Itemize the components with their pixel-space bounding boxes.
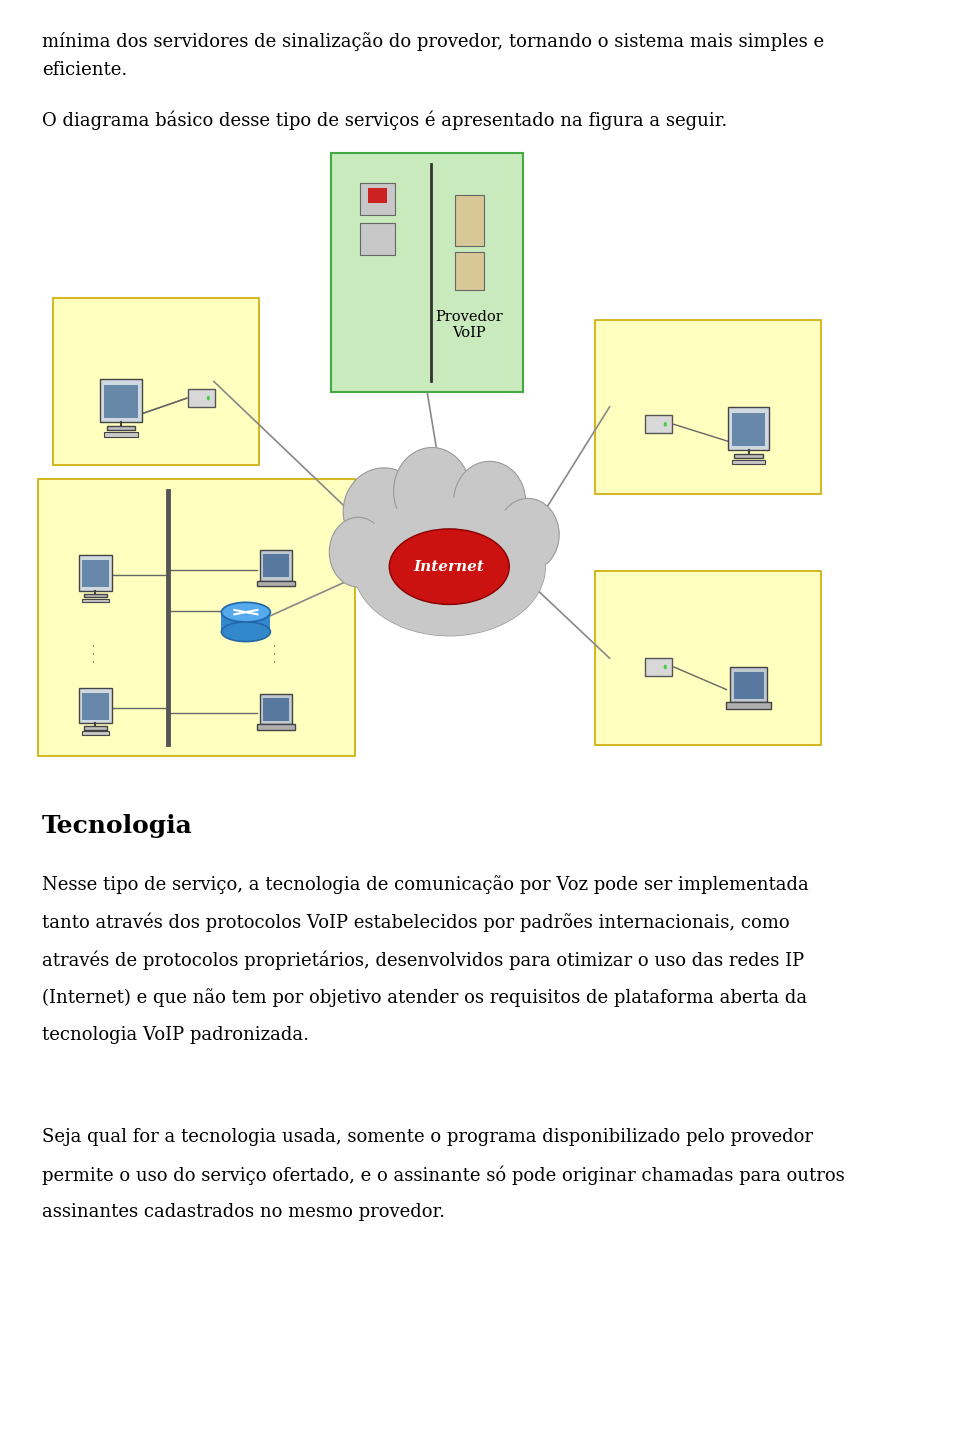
Ellipse shape <box>206 395 210 401</box>
FancyBboxPatch shape <box>84 726 108 729</box>
Ellipse shape <box>454 462 526 541</box>
Ellipse shape <box>390 529 509 604</box>
FancyBboxPatch shape <box>595 320 821 494</box>
FancyBboxPatch shape <box>728 407 769 450</box>
Text: Internet: Internet <box>414 559 485 574</box>
FancyBboxPatch shape <box>263 697 289 721</box>
Text: Tecnologia: Tecnologia <box>42 814 193 838</box>
Ellipse shape <box>222 622 271 642</box>
FancyBboxPatch shape <box>107 426 135 430</box>
FancyBboxPatch shape <box>733 671 763 699</box>
FancyBboxPatch shape <box>38 479 355 756</box>
FancyBboxPatch shape <box>79 689 112 724</box>
FancyBboxPatch shape <box>331 153 523 392</box>
FancyBboxPatch shape <box>53 298 259 465</box>
Ellipse shape <box>394 448 470 535</box>
Text: O diagrama básico desse tipo de serviços é apresentado na figura a seguir.: O diagrama básico desse tipo de serviços… <box>42 110 728 129</box>
Text: assinantes cadastrados no mesmo provedor.: assinantes cadastrados no mesmo provedor… <box>42 1203 445 1221</box>
FancyBboxPatch shape <box>82 599 109 603</box>
Text: permite o uso do serviço ofertado, e o assinante só pode originar chamadas para : permite o uso do serviço ofertado, e o a… <box>42 1165 845 1184</box>
Ellipse shape <box>222 603 271 622</box>
FancyBboxPatch shape <box>260 551 292 581</box>
FancyBboxPatch shape <box>734 453 763 458</box>
FancyBboxPatch shape <box>360 224 395 256</box>
Ellipse shape <box>353 497 545 636</box>
FancyBboxPatch shape <box>360 183 395 215</box>
FancyBboxPatch shape <box>84 594 108 597</box>
FancyBboxPatch shape <box>730 667 767 702</box>
FancyBboxPatch shape <box>368 189 387 203</box>
FancyBboxPatch shape <box>104 432 138 437</box>
FancyBboxPatch shape <box>732 413 765 446</box>
Ellipse shape <box>663 664 667 670</box>
FancyBboxPatch shape <box>82 731 109 735</box>
Ellipse shape <box>663 421 667 427</box>
Text: (Internet) e que não tem por objetivo atender os requisitos de plataforma aberta: (Internet) e que não tem por objetivo at… <box>42 988 807 1007</box>
FancyBboxPatch shape <box>455 251 484 289</box>
FancyBboxPatch shape <box>263 555 289 577</box>
Text: tecnologia VoIP padronizada.: tecnologia VoIP padronizada. <box>42 1026 309 1043</box>
FancyBboxPatch shape <box>732 459 765 465</box>
FancyBboxPatch shape <box>222 612 271 632</box>
Text: tanto através dos protocolos VoIP estabelecidos por padrões internacionais, como: tanto através dos protocolos VoIP estabe… <box>42 912 790 931</box>
FancyBboxPatch shape <box>257 724 295 729</box>
FancyBboxPatch shape <box>257 581 295 586</box>
Ellipse shape <box>353 497 545 636</box>
Text: mínima dos servidores de sinalização do provedor, tornando o sistema mais simple: mínima dos servidores de sinalização do … <box>42 32 825 51</box>
FancyBboxPatch shape <box>455 195 484 246</box>
Text: eficiente.: eficiente. <box>42 61 128 78</box>
FancyBboxPatch shape <box>187 389 215 407</box>
FancyBboxPatch shape <box>82 561 109 587</box>
FancyBboxPatch shape <box>104 385 138 418</box>
Ellipse shape <box>497 498 559 571</box>
FancyBboxPatch shape <box>79 555 112 591</box>
Text: Provedor
VoIP: Provedor VoIP <box>436 309 503 340</box>
Text: Seja qual for a tecnologia usada, somente o programa disponibilizado pelo proved: Seja qual for a tecnologia usada, soment… <box>42 1128 813 1145</box>
FancyBboxPatch shape <box>595 571 821 745</box>
FancyBboxPatch shape <box>644 416 672 433</box>
FancyBboxPatch shape <box>82 693 109 721</box>
Text: · · ·: · · · <box>89 644 102 664</box>
FancyBboxPatch shape <box>260 693 292 724</box>
FancyBboxPatch shape <box>100 379 142 423</box>
Text: Nesse tipo de serviço, a tecnologia de comunicação por Voz pode ser implementada: Nesse tipo de serviço, a tecnologia de c… <box>42 875 809 894</box>
Ellipse shape <box>329 517 387 587</box>
Text: através de protocolos proprietários, desenvolvidos para otimizar o uso das redes: através de protocolos proprietários, des… <box>42 950 804 969</box>
FancyBboxPatch shape <box>644 658 672 676</box>
Ellipse shape <box>344 468 424 555</box>
FancyBboxPatch shape <box>726 702 771 709</box>
Text: · · ·: · · · <box>270 644 282 664</box>
